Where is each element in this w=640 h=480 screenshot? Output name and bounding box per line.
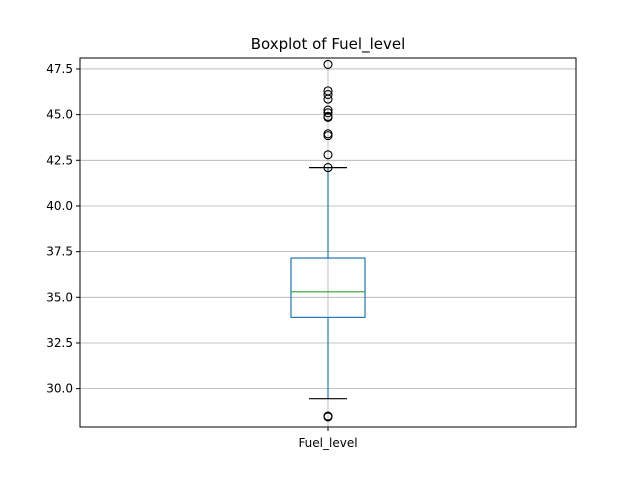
y-tick-label: 40.0 xyxy=(46,199,73,213)
outlier-point xyxy=(323,94,333,104)
y-tick-label: 32.5 xyxy=(46,336,73,350)
chart-title: Boxplot of Fuel_level xyxy=(251,35,406,54)
y-tick-label: 45.0 xyxy=(46,108,73,122)
outlier-point xyxy=(323,108,333,118)
box-group xyxy=(290,59,366,422)
outlier-point xyxy=(323,412,333,422)
outlier-point xyxy=(323,150,333,160)
y-tick-label: 42.5 xyxy=(46,153,73,167)
y-tick-label: 47.5 xyxy=(46,62,73,76)
outlier-point xyxy=(323,59,333,69)
x-tick-label: Fuel_level xyxy=(298,436,357,450)
x-axis-ticks: Fuel_level xyxy=(298,427,358,450)
iqr-box xyxy=(290,257,366,318)
y-tick-label: 30.0 xyxy=(46,382,73,396)
outlier-point xyxy=(323,131,333,141)
y-axis-ticks: 30.0 32.5 35.0 37.5 40.0 42.5 45.0 47.5 xyxy=(46,62,80,396)
y-tick-label: 37.5 xyxy=(46,245,73,259)
outlier-point xyxy=(323,112,333,122)
box-layer xyxy=(290,59,366,422)
outlier-point xyxy=(323,89,333,100)
y-tick-label: 35.0 xyxy=(46,290,73,304)
outlier-point xyxy=(323,163,333,173)
outlier-point xyxy=(323,105,333,115)
